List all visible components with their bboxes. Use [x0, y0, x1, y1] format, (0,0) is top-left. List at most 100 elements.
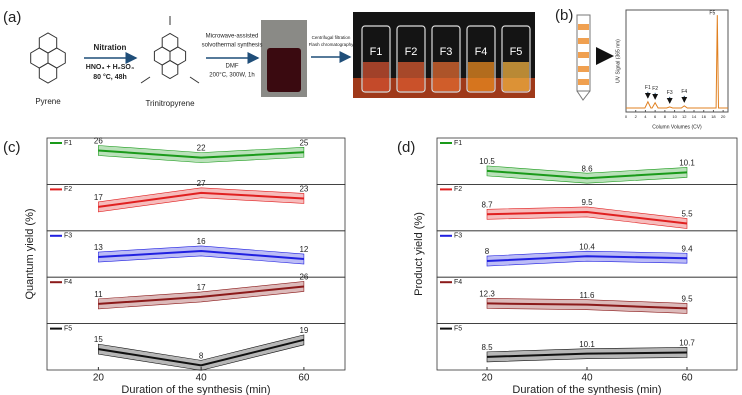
error-band — [486, 165, 688, 184]
legend-label: F5 — [64, 325, 72, 332]
series-line — [98, 285, 304, 305]
data-label: 23 — [299, 185, 308, 194]
step-condition: 200°C, 300W, 1h — [209, 73, 254, 79]
data-label: 10.5 — [479, 157, 495, 166]
compound-label: Trinitropyrene — [145, 99, 195, 108]
series-line — [486, 210, 688, 225]
data-label: 17 — [94, 193, 103, 202]
chromatogram-frame — [625, 9, 729, 113]
y-axis-label: Quantum yield (%) — [24, 208, 36, 299]
x-tick-label: 20 — [721, 114, 726, 119]
vial-label: F5 — [510, 46, 523, 58]
step-title: Flash chromatography — [309, 42, 355, 47]
subplot-frame — [46, 323, 346, 371]
data-label: 19 — [299, 326, 308, 335]
column-band — [578, 38, 589, 44]
vial-liquid — [398, 62, 424, 91]
data-label: 11.6 — [580, 291, 596, 300]
data-label: 11 — [94, 290, 103, 299]
legend-label: F2 — [64, 186, 72, 193]
step-title: Nitration — [94, 43, 127, 52]
peak-label: F3 — [667, 90, 673, 96]
data-label: 10.7 — [679, 339, 695, 348]
subplot-frame — [436, 323, 738, 371]
data-label: 9.5 — [581, 198, 593, 207]
y-axis-label: Product yield (%) — [413, 212, 425, 296]
vial — [361, 25, 391, 93]
x-tick-label: 18 — [711, 114, 716, 119]
vial-liquid — [363, 62, 389, 91]
data-label: 26 — [94, 137, 103, 146]
x-tick-label: 20 — [481, 373, 493, 384]
peak-label: F5 — [709, 10, 715, 16]
step-title: Microwave-assisted — [206, 34, 259, 40]
legend-label: F4 — [64, 279, 72, 286]
error-band — [98, 334, 305, 371]
data-label: 8.5 — [481, 343, 493, 352]
molecule-ring — [161, 32, 179, 53]
data-label: 10.1 — [579, 340, 595, 349]
series-line — [98, 149, 304, 159]
panel-label: (a) — [3, 9, 21, 26]
series-line — [486, 351, 688, 358]
molecule-ring — [38, 32, 58, 54]
beaker-solution — [267, 48, 301, 92]
panel-label: (b) — [555, 7, 573, 24]
error-band — [98, 187, 305, 213]
y-axis-label: UV Signal (365 nm) — [615, 39, 621, 83]
data-label: 8.6 — [581, 164, 593, 173]
data-label: 9.5 — [681, 295, 693, 304]
x-tick-label: 0 — [625, 114, 628, 119]
series-line — [98, 249, 304, 261]
data-label: 16 — [197, 237, 206, 246]
legend-label: F5 — [454, 325, 462, 332]
data-label: 25 — [299, 138, 308, 147]
vial-liquid — [433, 62, 459, 91]
x-tick-label: 4 — [644, 114, 647, 119]
molecule-ring — [38, 62, 58, 84]
vial-liquid — [468, 62, 494, 91]
compound-label: Pyrene — [35, 97, 61, 106]
column-band — [578, 79, 589, 85]
series-line — [486, 169, 688, 180]
x-tick-label: 60 — [681, 373, 693, 384]
data-label: 13 — [94, 243, 103, 252]
vial-label: F3 — [440, 46, 453, 58]
vial — [396, 25, 426, 93]
error-band — [486, 206, 688, 229]
error-band — [98, 245, 305, 265]
error-band — [486, 298, 688, 314]
x-tick-label: 12 — [682, 114, 687, 119]
error-band — [486, 250, 688, 267]
peak-label: F1 — [645, 85, 651, 91]
vial-label: F2 — [405, 46, 418, 58]
x-axis-label: Column Volumes (CV) — [652, 124, 702, 130]
error-band — [98, 145, 305, 163]
x-tick-label: 40 — [581, 373, 593, 384]
x-tick-label: 16 — [701, 114, 706, 119]
x-tick-label: 60 — [298, 373, 310, 384]
data-label: 15 — [94, 335, 103, 344]
x-tick-label: 14 — [692, 114, 697, 119]
data-label: 27 — [197, 179, 206, 188]
vial-label: F4 — [475, 46, 488, 58]
data-label: 17 — [197, 283, 206, 292]
step-condition: HNO₃ + H₂SO₄ — [86, 64, 134, 71]
series-line — [98, 191, 304, 208]
data-label: 5.5 — [681, 210, 693, 219]
data-label: 22 — [197, 144, 206, 153]
peak-label: F2 — [652, 86, 658, 92]
column-band — [578, 24, 589, 30]
x-tick-label: 8 — [664, 114, 667, 119]
series-line — [486, 302, 688, 310]
data-label: 10.1 — [679, 159, 695, 168]
step-title: solvothermal synthesis — [202, 43, 263, 49]
x-tick-label: 6 — [654, 114, 657, 119]
step-condition: DMF — [226, 64, 239, 70]
legend-label: F1 — [454, 140, 462, 147]
x-axis-label: Duration of the synthesis (min) — [512, 384, 661, 395]
error-band — [98, 281, 305, 310]
molecule-ring — [161, 59, 179, 80]
column-band — [578, 52, 589, 58]
x-tick-label: 40 — [196, 373, 208, 384]
